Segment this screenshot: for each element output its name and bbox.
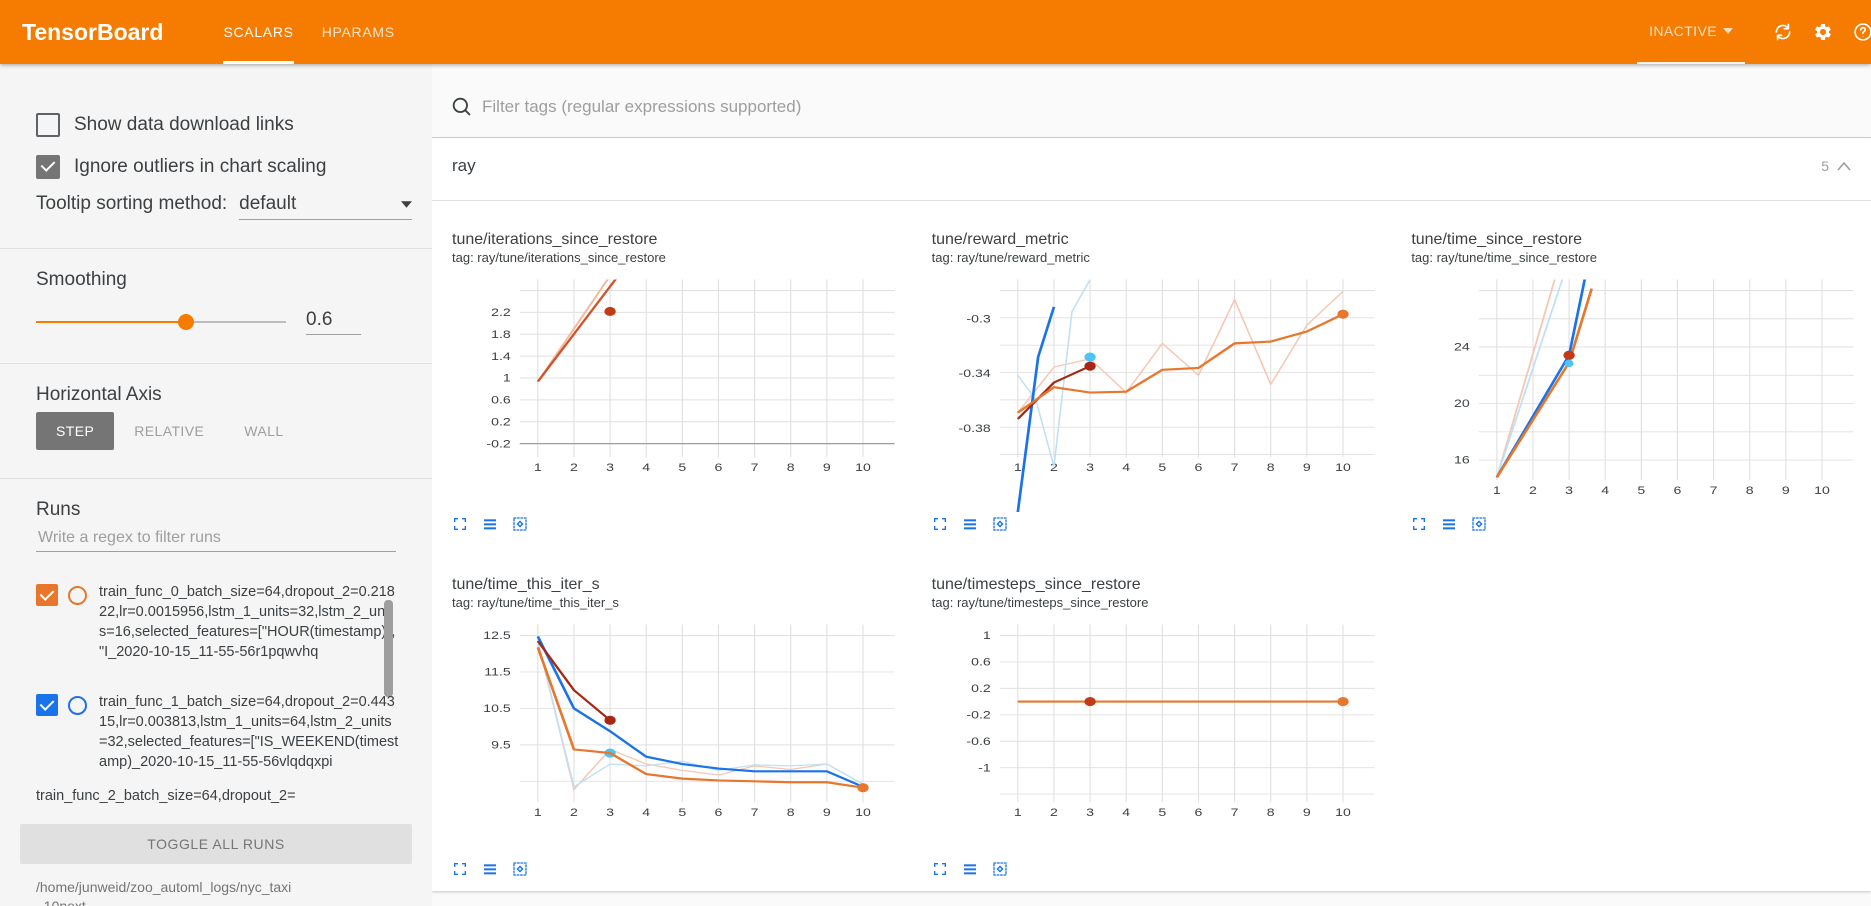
svg-text:0.6: 0.6: [971, 655, 991, 668]
svg-text:16: 16: [1454, 453, 1470, 466]
svg-text:10: 10: [1335, 460, 1351, 473]
svg-text:20: 20: [1454, 397, 1470, 410]
svg-text:7: 7: [751, 805, 759, 818]
svg-text:-0.2: -0.2: [966, 708, 990, 721]
svg-text:5: 5: [678, 460, 686, 473]
svg-text:6: 6: [1194, 460, 1202, 473]
svg-text:10: 10: [1335, 805, 1351, 818]
svg-text:3: 3: [606, 805, 614, 818]
svg-text:9: 9: [823, 805, 831, 818]
svg-text:12: 12: [1454, 510, 1470, 512]
svg-text:12.5: 12.5: [483, 628, 510, 641]
svg-text:8: 8: [1746, 483, 1754, 496]
svg-text:1: 1: [983, 628, 991, 641]
svg-text:9.5: 9.5: [491, 738, 511, 751]
svg-text:-1: -1: [978, 761, 991, 774]
svg-text:1: 1: [1014, 460, 1022, 473]
svg-text:8: 8: [787, 460, 795, 473]
svg-text:2: 2: [1529, 483, 1537, 496]
svg-text:7: 7: [1230, 460, 1238, 473]
svg-text:1: 1: [534, 805, 542, 818]
svg-text:10: 10: [1814, 483, 1830, 496]
svg-text:4: 4: [1602, 483, 1610, 496]
svg-text:1.4: 1.4: [491, 349, 511, 362]
svg-text:4: 4: [642, 805, 650, 818]
svg-text:9: 9: [823, 460, 831, 473]
svg-text:3: 3: [606, 460, 614, 473]
svg-text:4: 4: [642, 460, 650, 473]
svg-text:6: 6: [715, 460, 723, 473]
svg-text:3: 3: [1086, 805, 1094, 818]
svg-text:24: 24: [1454, 340, 1470, 353]
svg-text:5: 5: [1158, 460, 1166, 473]
svg-text:7: 7: [751, 460, 759, 473]
svg-text:9: 9: [1303, 805, 1311, 818]
svg-text:5: 5: [1158, 805, 1166, 818]
svg-text:-0.38: -0.38: [958, 421, 990, 434]
svg-text:1: 1: [1493, 483, 1501, 496]
svg-text:2: 2: [570, 460, 578, 473]
svg-text:6: 6: [1194, 805, 1202, 818]
svg-text:-0.34: -0.34: [958, 366, 990, 379]
svg-text:1: 1: [534, 460, 542, 473]
svg-text:2: 2: [1050, 805, 1058, 818]
svg-text:10: 10: [855, 460, 871, 473]
svg-text:7: 7: [1710, 483, 1718, 496]
svg-text:8: 8: [1266, 805, 1274, 818]
svg-text:-0.3: -0.3: [966, 312, 990, 325]
svg-text:8: 8: [1266, 460, 1274, 473]
svg-text:-0.2: -0.2: [486, 437, 510, 450]
svg-text:1: 1: [503, 371, 511, 384]
svg-text:9: 9: [1303, 460, 1311, 473]
svg-text:7: 7: [1230, 805, 1238, 818]
svg-text:0.2: 0.2: [491, 415, 511, 428]
svg-text:1.8: 1.8: [491, 327, 511, 340]
svg-text:4: 4: [1122, 805, 1130, 818]
svg-text:10: 10: [855, 805, 871, 818]
svg-text:5: 5: [1638, 483, 1646, 496]
svg-text:2.2: 2.2: [491, 305, 511, 318]
svg-text:1: 1: [1014, 805, 1022, 818]
svg-text:3: 3: [1086, 460, 1094, 473]
svg-text:8: 8: [787, 805, 795, 818]
svg-text:9: 9: [1782, 483, 1790, 496]
svg-text:-0.6: -0.6: [966, 734, 990, 747]
svg-text:11.5: 11.5: [484, 665, 510, 678]
svg-text:5: 5: [678, 805, 686, 818]
svg-text:0.2: 0.2: [971, 681, 991, 694]
svg-text:4: 4: [1122, 460, 1130, 473]
svg-text:3: 3: [1565, 483, 1573, 496]
svg-text:10.5: 10.5: [483, 701, 510, 714]
svg-text:2: 2: [570, 805, 578, 818]
svg-text:0.6: 0.6: [491, 393, 511, 406]
svg-text:6: 6: [715, 805, 723, 818]
svg-text:6: 6: [1674, 483, 1682, 496]
